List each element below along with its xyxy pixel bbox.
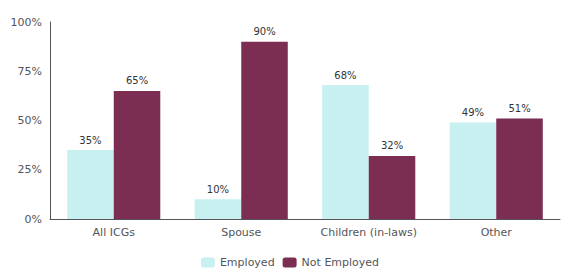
svg-text:32%: 32% (381, 140, 403, 151)
svg-text:Other: Other (481, 226, 513, 239)
svg-text:35%: 35% (79, 135, 101, 146)
svg-text:25%: 25% (18, 163, 42, 176)
svg-text:68%: 68% (334, 70, 356, 81)
svg-text:51%: 51% (508, 103, 530, 114)
svg-text:50%: 50% (18, 114, 42, 127)
svg-text:100%: 100% (11, 16, 42, 29)
svg-text:Employed: Employed (220, 256, 275, 269)
svg-text:10%: 10% (207, 184, 229, 195)
svg-text:All ICGs: All ICGs (93, 226, 136, 239)
svg-text:90%: 90% (253, 26, 275, 37)
svg-text:75%: 75% (18, 65, 42, 78)
svg-text:Not Employed: Not Employed (302, 256, 379, 269)
svg-text:49%: 49% (462, 107, 484, 118)
svg-text:Children (in-laws): Children (in-laws) (321, 226, 417, 239)
svg-text:65%: 65% (126, 75, 148, 86)
svg-text:Spouse: Spouse (221, 226, 261, 239)
svg-text:0%: 0% (25, 213, 42, 226)
